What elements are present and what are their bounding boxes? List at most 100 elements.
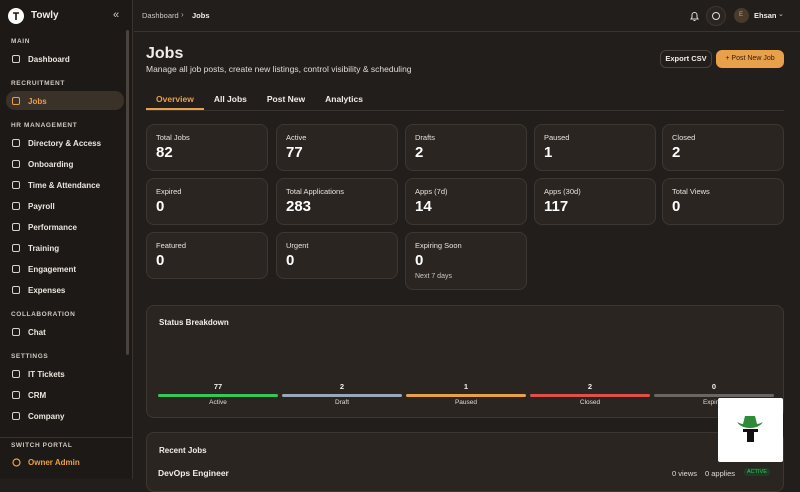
tab[interactable]: Overview [156,94,194,104]
status-count: 2 [339,382,345,391]
tab[interactable]: All Jobs [213,94,247,104]
nav-icon [12,160,20,168]
stat-value: 2 [672,144,681,161]
nav-icon [12,223,20,231]
stat-value: 1 [544,144,553,161]
breadcrumb-separator: › [181,10,184,19]
stat-value: 77 [286,144,303,161]
breadcrumb-link[interactable]: Dashboard [142,11,179,20]
stat-value: 0 [156,198,165,215]
portal-link[interactable]: Owner Admin [28,458,80,467]
tab[interactable]: Analytics [325,94,363,104]
section-title: MAIN [11,38,31,45]
export-button[interactable]: Export CSV [660,50,712,68]
status-label: Expired [702,399,726,406]
nav-icon [12,139,20,147]
nav-item[interactable]: Jobs [28,97,47,106]
stat-card [276,178,398,225]
status-label: Paused [454,399,478,406]
status-label: Draft [334,399,350,406]
stat-card [662,178,784,225]
stat-value: 0 [156,252,165,269]
stat-value: 0 [415,252,424,269]
user-name[interactable]: Ehsan [754,11,777,20]
stat-card [534,124,656,171]
status-count: 77 [213,382,223,391]
nav-icon [12,328,20,336]
status-count: 1 [463,382,469,391]
nav-item[interactable]: Dashboard [28,55,70,64]
post-job-button[interactable]: + Post New Job [716,50,784,68]
status-panel: Status Breakdown [146,305,784,418]
avatar-initial: E [739,12,744,18]
tab[interactable]: Post New [266,94,306,104]
nav-item[interactable]: Onboarding [28,160,74,169]
nav-icon [12,97,20,105]
job-applies: 0 applies [705,469,736,478]
settings-button[interactable] [706,6,726,26]
stat-value: 0 [286,252,295,269]
stat-card [662,124,784,171]
job-views: 0 views [672,469,698,478]
status-label: Closed [579,399,601,406]
nav-item[interactable]: Directory & Access [28,139,102,148]
divider [0,437,132,438]
nav-item[interactable]: Company [28,412,65,421]
stat-card [405,178,527,225]
section-title: HR MANAGEMENT [11,122,78,129]
stat-value: 2 [415,144,424,161]
stat-card [146,124,268,171]
portal-title: SWITCH PORTAL [11,442,73,449]
section-title: COLLABORATION [11,311,76,318]
nav-icon [12,412,20,420]
portal-icon [12,458,21,467]
stat-label: Apps (7d) [415,187,448,196]
stat-label: Apps (30d) [544,187,581,196]
nav-icon [12,370,20,378]
nav-item[interactable]: Performance [28,223,77,232]
stat-card [146,178,268,225]
breadcrumb-current: Jobs [192,11,210,20]
notifications-button[interactable] [689,10,700,22]
job-title[interactable]: DevOps Engineer [158,468,229,478]
section-title: RECRUITMENT [11,80,65,87]
nav-icon [12,391,20,399]
stat-value: 82 [156,144,173,161]
logo [8,8,24,24]
status-count: 0 [711,382,717,391]
status-bar [530,394,650,397]
job-status: ACTIVE [744,468,770,476]
page-title: Jobs [146,45,184,62]
stat-card [276,124,398,171]
stat-label: Closed [672,133,696,142]
user-menu-caret[interactable]: ⌄ [778,11,784,18]
stat-label: Expired [156,187,182,196]
nav-item[interactable]: CRM [28,391,47,400]
recent-panel: Recent Jobs [146,432,784,492]
status-count: 2 [587,382,593,391]
stat-label: Total Views [672,187,710,196]
nav-item[interactable]: Payroll [28,202,55,211]
stat-label: Expiring Soon [415,241,462,250]
nav-item[interactable]: Expenses [28,286,66,295]
status-label: Active [209,399,227,406]
status-title: Status Breakdown [159,318,229,327]
widget-overlay[interactable] [718,398,783,462]
avatar [734,8,749,23]
status-bar [158,394,278,397]
stat-label: Featured [156,241,187,250]
stat-card [405,124,527,171]
nav-icon [12,202,20,210]
nav-item[interactable]: Engagement [28,265,77,274]
nav-item[interactable]: IT Tickets [28,370,65,379]
nav-icon [12,265,20,273]
nav-icon [12,181,20,189]
nav-item[interactable]: Time & Attendance [28,181,101,190]
nav-active-bg [6,91,124,110]
stat-value: 14 [415,198,432,215]
nav-item[interactable]: Chat [28,328,46,337]
collapse-button[interactable]: « [113,9,120,21]
header-border [134,31,800,32]
nav-item[interactable]: Training [28,244,60,253]
